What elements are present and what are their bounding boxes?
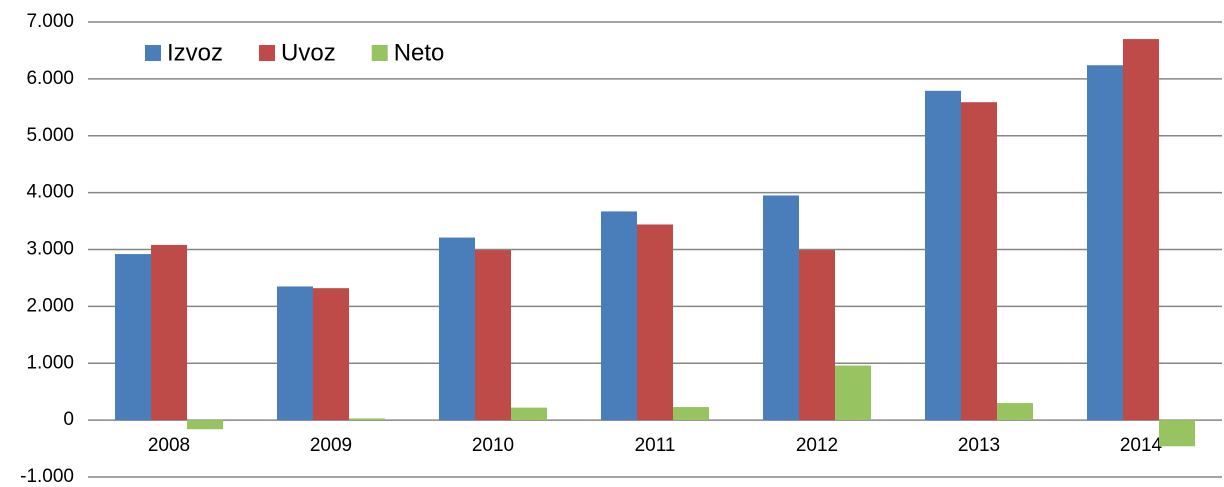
y-tick-label: 5.000	[26, 125, 74, 146]
y-tick-label: 2.000	[26, 295, 74, 316]
bar	[313, 288, 349, 421]
bar	[637, 224, 673, 421]
legend-swatch	[371, 45, 388, 61]
bar	[187, 420, 223, 430]
bar	[475, 250, 511, 421]
bar	[277, 286, 313, 421]
y-tick-label: 6.000	[26, 68, 74, 89]
bar	[601, 211, 637, 421]
bar	[1123, 39, 1159, 421]
bar	[151, 244, 187, 421]
bar	[673, 407, 709, 421]
bar	[925, 90, 961, 421]
bar	[835, 365, 871, 421]
x-tick-label: 2012	[796, 435, 838, 456]
x-tick-label: 2010	[472, 435, 514, 456]
y-tick-label: 0	[63, 409, 74, 430]
y-tick-label: 7.000	[26, 11, 74, 32]
bar	[1087, 65, 1123, 421]
x-tick-label: 2014	[1120, 435, 1163, 456]
x-tick-label: 2008	[148, 435, 190, 456]
bar	[997, 403, 1033, 421]
bar	[511, 407, 547, 421]
x-tick-label: 2013	[958, 435, 1000, 456]
bar	[763, 195, 799, 421]
y-tick-label: 4.000	[26, 182, 74, 203]
bar	[115, 254, 151, 421]
legend-label: Neto	[394, 39, 445, 66]
y-tick-label: 1.000	[26, 352, 74, 373]
legend-swatch	[145, 45, 161, 61]
legend-swatch	[259, 45, 276, 61]
legend-label: Izvoz	[167, 39, 223, 66]
bar	[961, 102, 997, 421]
y-tick-label: 3.000	[26, 239, 74, 260]
x-tick-label: 2011	[635, 435, 676, 456]
bar	[439, 237, 475, 421]
bar	[1159, 420, 1195, 447]
x-tick-label: 2009	[310, 435, 352, 456]
legend-label: Uvoz	[281, 39, 336, 66]
y-tick-label: -1.000	[20, 466, 74, 487]
bar	[799, 250, 835, 421]
bar	[349, 418, 385, 421]
